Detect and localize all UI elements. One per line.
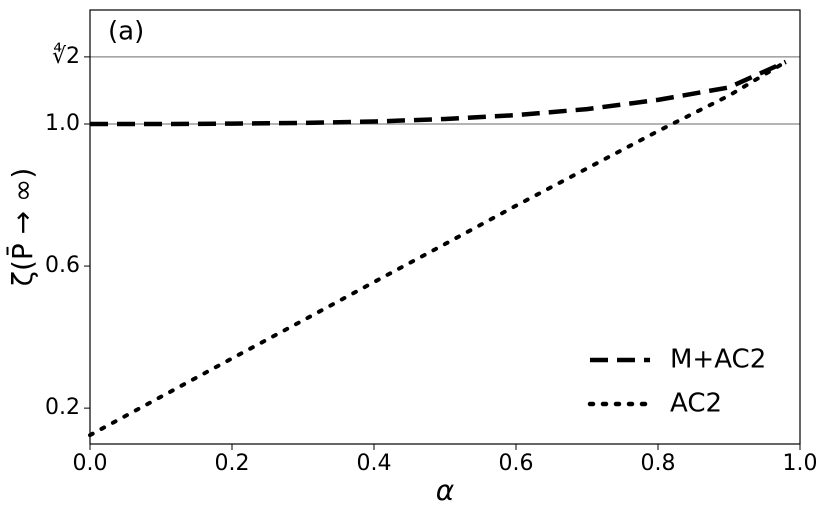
x-tick-label: 0.8 bbox=[641, 451, 676, 476]
legend-label: AC2 bbox=[670, 389, 722, 419]
plot-frame bbox=[89, 9, 801, 445]
y-tick-label: 1.0 bbox=[45, 111, 80, 136]
x-tick-label: 1.0 bbox=[783, 451, 818, 476]
x-tick-label: 0.6 bbox=[499, 451, 534, 476]
y-tick-label: 0.2 bbox=[45, 395, 80, 420]
line-series bbox=[90, 59, 787, 127]
y-axis-label: ζ(P̄ → ∞) bbox=[5, 168, 39, 287]
annotation: (a) bbox=[108, 17, 144, 47]
x-tick-label: 0.4 bbox=[357, 451, 392, 476]
y-tick-label: ∜2 bbox=[52, 42, 80, 69]
x-tick-label: 0.0 bbox=[73, 451, 108, 476]
x-axis-label: α bbox=[436, 474, 455, 507]
y-tick-label: 0.6 bbox=[45, 253, 80, 278]
x-tick-label: 0.2 bbox=[215, 451, 250, 476]
legend-label: M+AC2 bbox=[670, 345, 766, 375]
line-series bbox=[88, 59, 788, 438]
